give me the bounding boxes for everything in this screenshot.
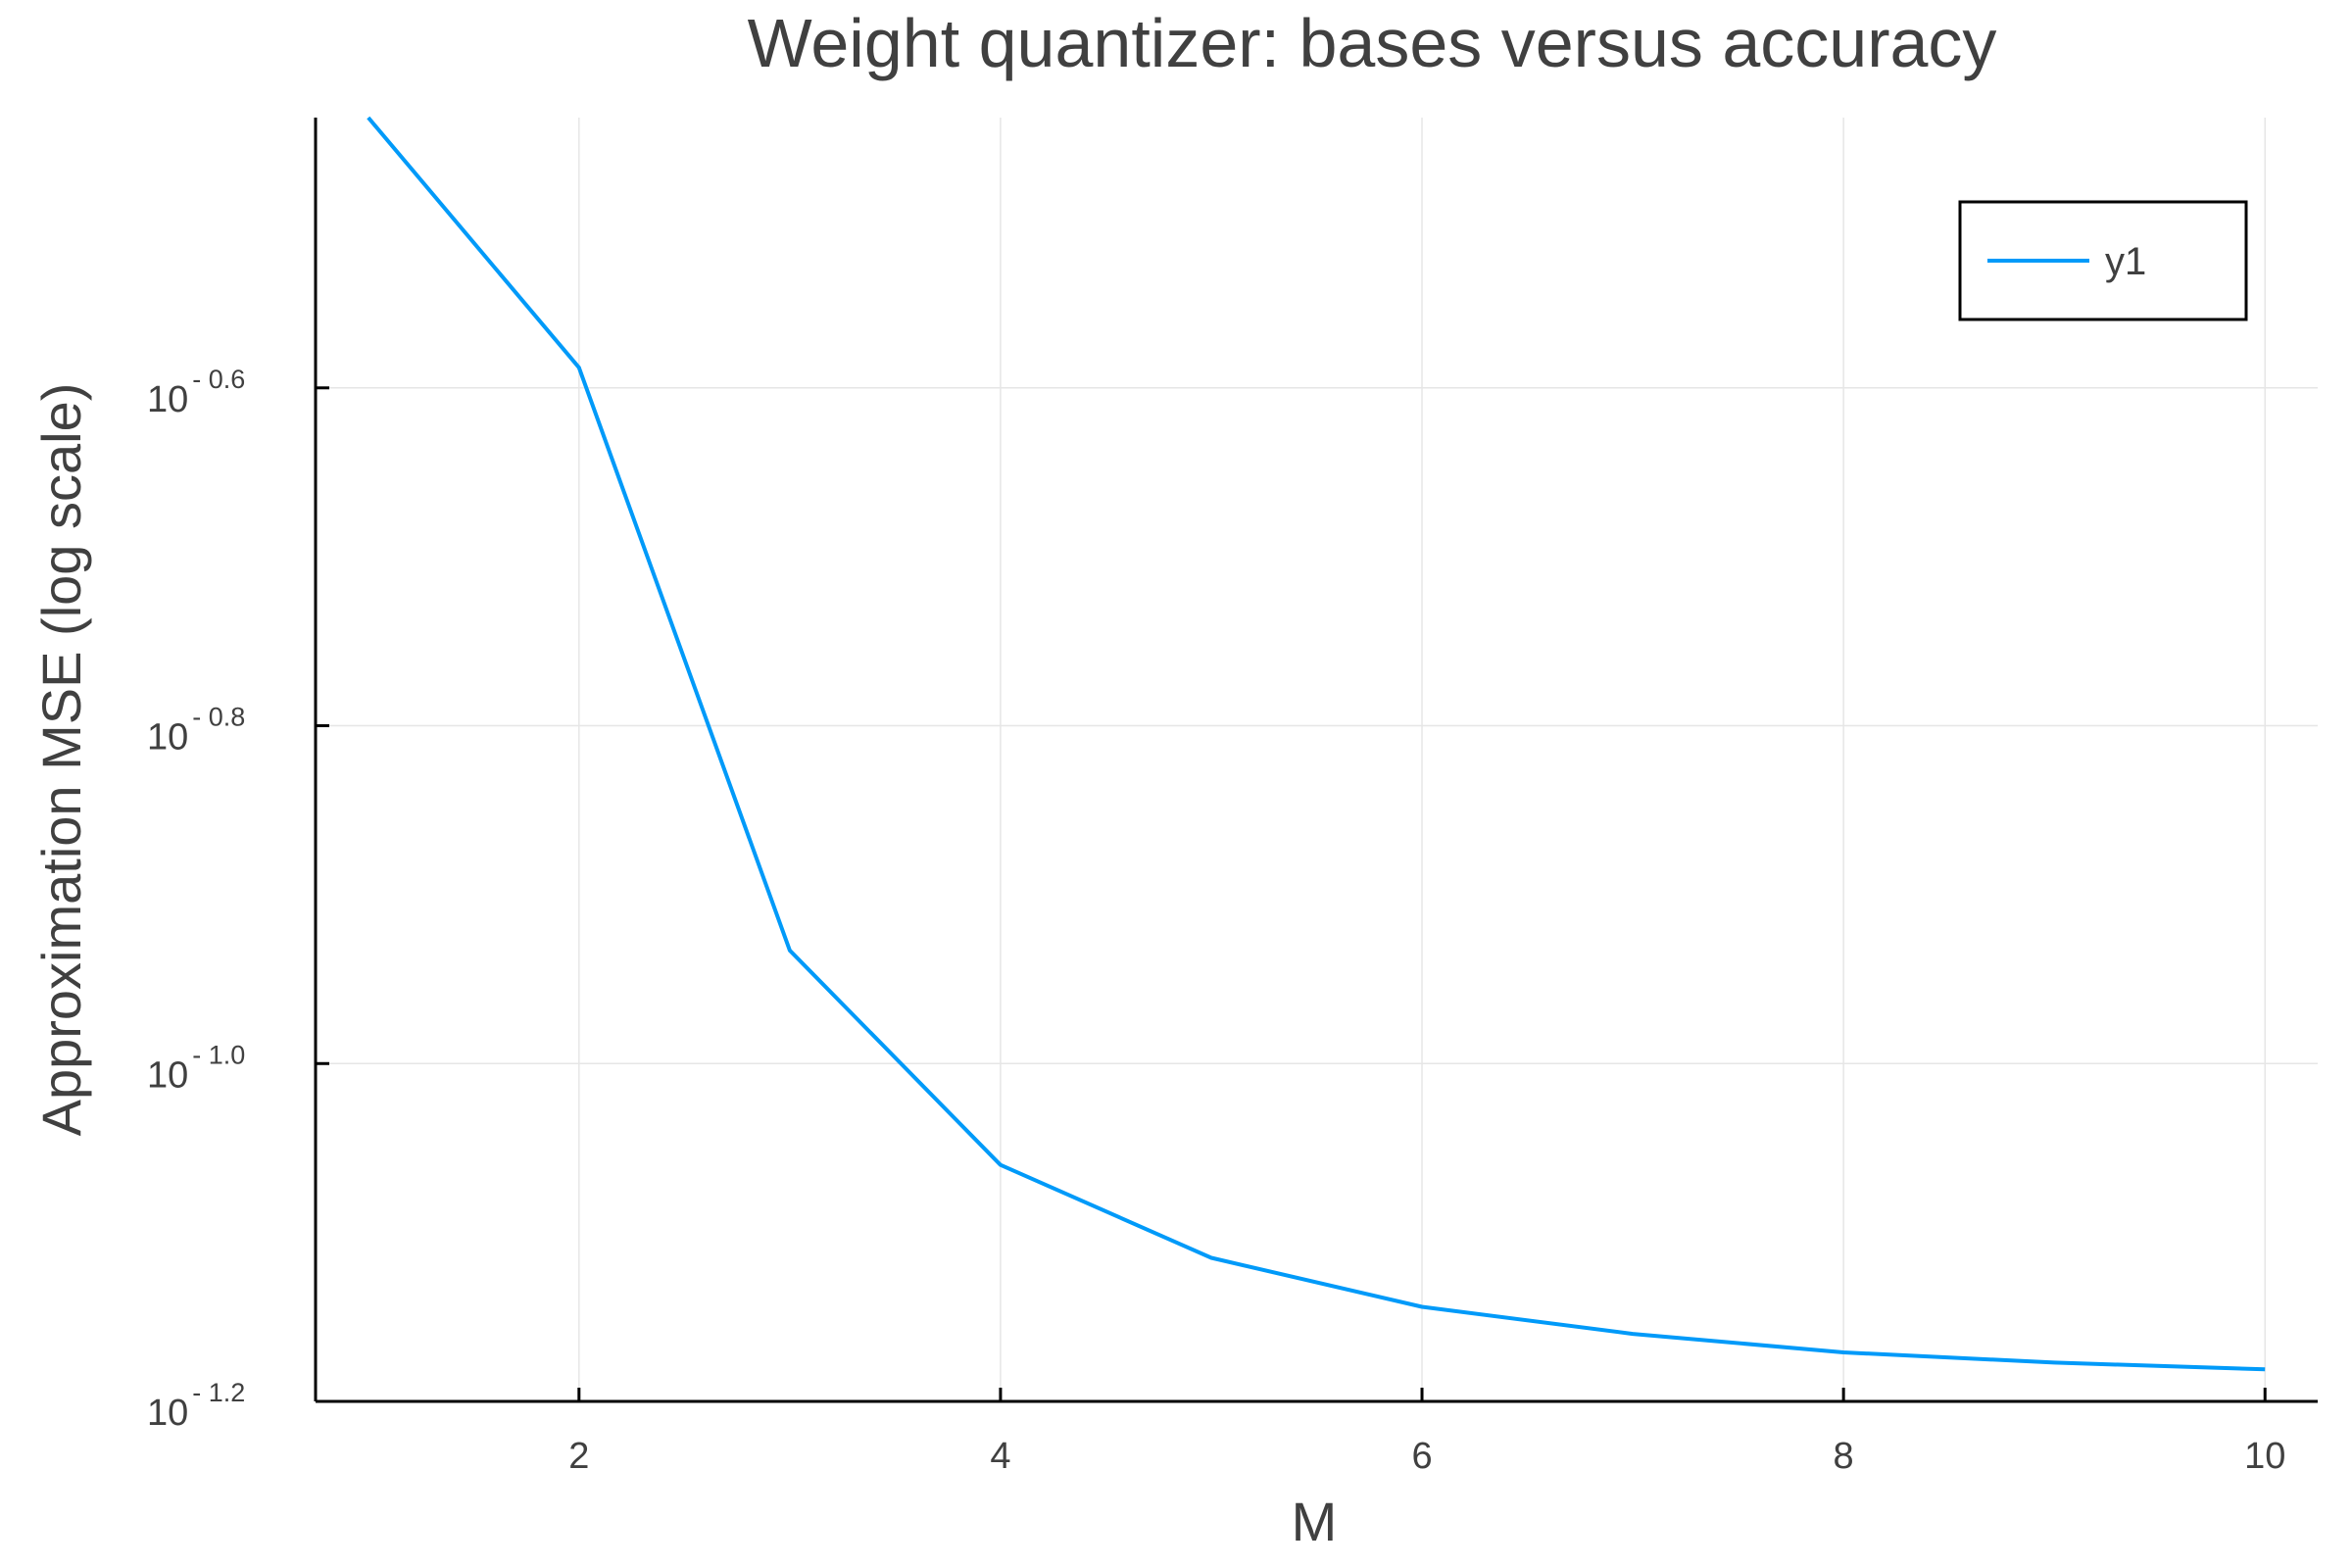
series-layer	[367, 116, 2266, 1372]
y-tick-label: 10- 0.8	[147, 703, 245, 759]
y-tick-label: 10- 0.6	[147, 365, 245, 420]
x-tick-label: 4	[990, 1436, 1010, 1477]
x-tick-label: 2	[568, 1436, 589, 1477]
series-line-y1	[367, 116, 2266, 1372]
x-tick-label: 8	[1834, 1436, 1854, 1477]
y-tick-label: 10- 1.2	[147, 1378, 245, 1434]
legend: y1	[1958, 200, 2248, 321]
legend-label-y1: y1	[2105, 240, 2146, 283]
axis-ticks: 2 4 6 8 10 10- 0.6 10- 0.8 10- 1.0 10- 1.2	[147, 365, 2285, 1477]
y-axis-label: Approximation MSE (log scale)	[30, 383, 92, 1137]
chart-title: Weight quantizer: bases versus accuracy	[748, 5, 1997, 81]
y-tick-label: 10- 1.0	[147, 1040, 245, 1096]
x-tick-label: 10	[2244, 1436, 2285, 1477]
x-tick-label: 6	[1411, 1436, 1432, 1477]
x-axis-label: M	[1292, 1491, 1338, 1552]
axes-frame	[314, 118, 2318, 1403]
